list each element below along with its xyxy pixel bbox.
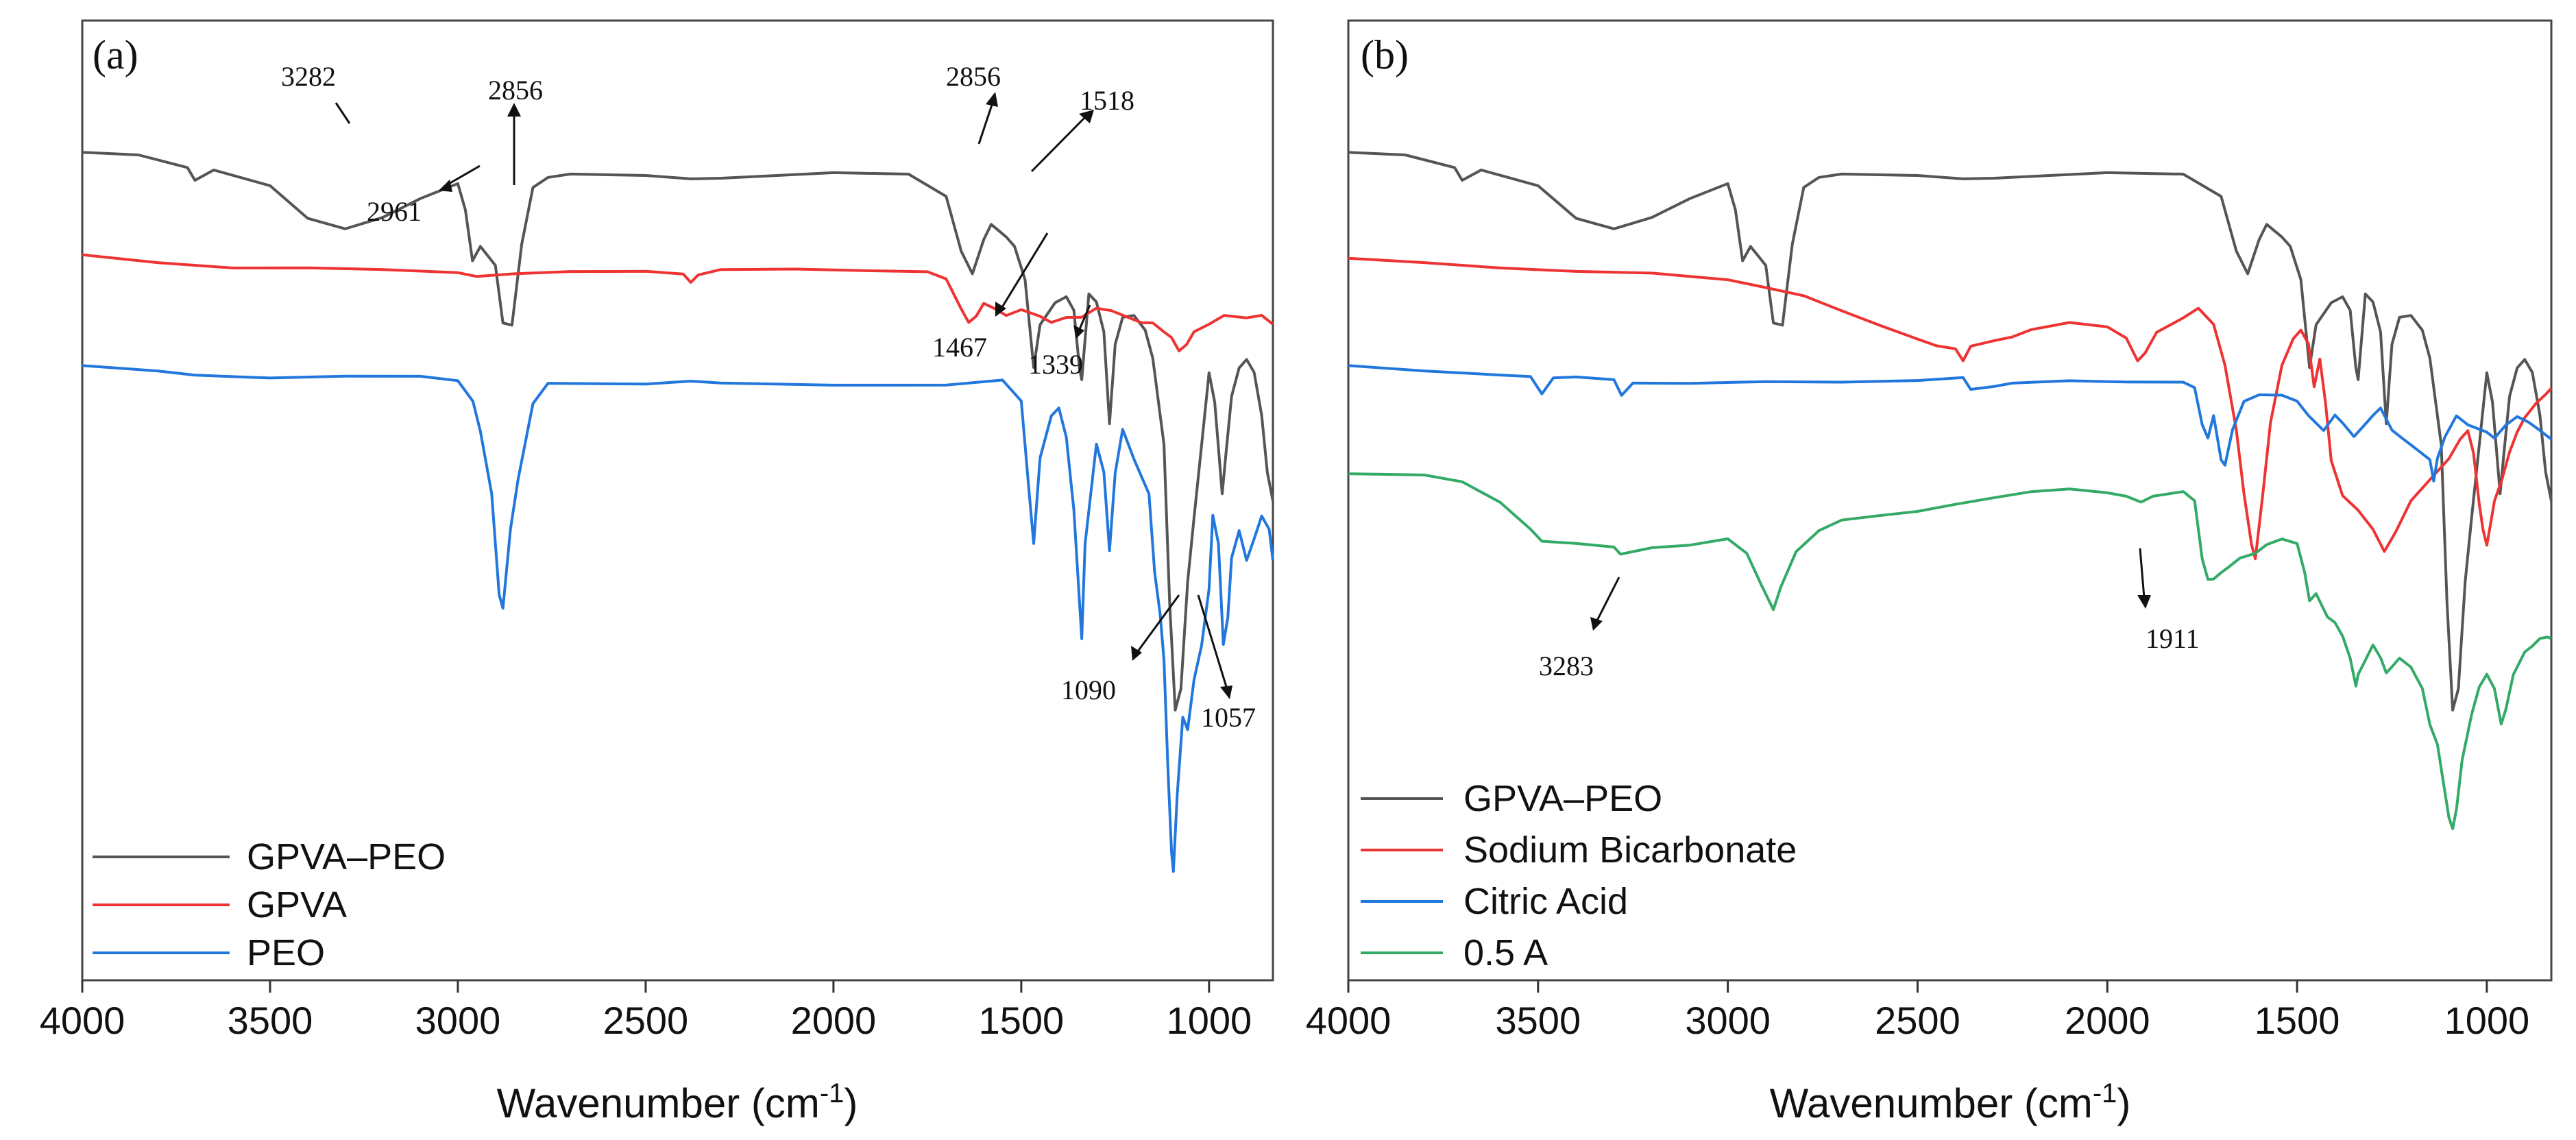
annotation-2856-right: 2856	[946, 61, 1001, 145]
annotation-2856-left: 2856	[488, 75, 543, 185]
annotation-label: 1518	[1080, 85, 1134, 116]
annotation-2961: 2961	[367, 165, 481, 227]
legend-label: GPVA–PEO	[247, 836, 446, 877]
annotation-arrow	[335, 102, 351, 124]
x-tick-label: 3500	[1496, 999, 1581, 1042]
panel-label-b: (b)	[1361, 32, 1409, 77]
x-tick-label: 3500	[228, 999, 313, 1042]
annotation-1057: 1057	[1197, 594, 1256, 733]
annotation-arrow	[977, 102, 994, 145]
x-tick-label: 2000	[2065, 999, 2150, 1042]
x-tick-label: 4000	[40, 999, 125, 1042]
legend-entry: Citric Acid	[1361, 881, 1628, 922]
arrowhead	[1131, 646, 1142, 661]
series-line-sodium-bicarbonate	[1348, 256, 2553, 561]
series-line-gpva-peo	[1348, 151, 2553, 712]
arrowhead	[439, 180, 452, 192]
series-group-b	[1348, 151, 2553, 830]
legend-a: GPVA–PEO GPVA PEO	[93, 836, 446, 973]
legend-entry: GPVA–PEO	[93, 836, 446, 877]
annotation-label: 1911	[2146, 623, 2200, 654]
x-tick-label: 1500	[2255, 999, 2340, 1042]
annotation-1911: 1911	[2137, 548, 2200, 654]
panel-a: (a) 4000 3500 3000 2500 2000 1500 1000 3282 28…	[40, 19, 1274, 1126]
x-tick-label: 3000	[1685, 999, 1771, 1042]
annotation-3283: 3283	[1539, 577, 1620, 681]
x-axis-ticks-b: 4000 3500 3000 2500 2000 1500 1000	[1306, 980, 2529, 1042]
panel-label-a: (a)	[93, 32, 138, 77]
legend-label: 0.5 A	[1463, 932, 1548, 973]
annotation-label: 3283	[1539, 651, 1594, 681]
annotation-arrow	[1596, 577, 1620, 621]
series-line-peo	[82, 364, 1274, 873]
legend-label: GPVA–PEO	[1463, 778, 1662, 819]
annotation-label: 2961	[367, 196, 422, 227]
panel-b: (b) 4000 3500 3000 2500 2000 1500 1000 3283 19…	[1306, 19, 2553, 1126]
legend-entry: GPVA–PEO	[1361, 778, 1662, 819]
annotation-label: 1339	[1028, 349, 1083, 380]
arrowhead	[1220, 686, 1232, 699]
arrowhead	[986, 92, 998, 107]
annotation-3282: 3282	[281, 61, 351, 124]
arrowhead	[995, 302, 1006, 317]
series-line-gpva	[82, 253, 1274, 352]
arrowhead	[507, 103, 521, 117]
x-tick-label: 1000	[1167, 999, 1252, 1042]
x-tick-label: 1500	[979, 999, 1065, 1042]
annotation-arrow	[1030, 117, 1086, 173]
arrowhead	[2137, 595, 2151, 609]
annotation-arrow	[2139, 548, 2146, 598]
x-tick-label: 2000	[791, 999, 877, 1042]
annotation-label: 2856	[946, 61, 1001, 92]
legend-entry: Sodium Bicarbonate	[1361, 829, 1797, 871]
x-tick-label: 3000	[415, 999, 501, 1042]
x-tick-label: 4000	[1306, 999, 1392, 1042]
x-axis-title-b: Wavenumber (cm-1)	[1770, 1078, 2131, 1126]
legend-label: GPVA	[247, 884, 347, 925]
x-tick-label: 2500	[1875, 999, 1960, 1042]
annotation-1518: 1518	[1030, 85, 1134, 173]
annotation-label: 3282	[281, 61, 336, 92]
legend-entry: PEO	[93, 932, 325, 973]
series-line-0-5-a	[1348, 472, 2552, 830]
x-axis-title-a: Wavenumber (cm-1)	[497, 1078, 858, 1126]
legend-label: Citric Acid	[1463, 881, 1628, 922]
x-tick-label: 1000	[2444, 999, 2530, 1042]
series-line-citric-acid	[1348, 364, 2553, 483]
series-line-gpva-peo	[82, 151, 1274, 712]
series-group-a	[82, 151, 1274, 873]
legend-label: PEO	[247, 932, 325, 973]
annotation-arrow	[1197, 594, 1228, 690]
legend-b: GPVA–PEO Sodium Bicarbonate Citric Acid …	[1361, 778, 1797, 973]
annotation-label: 1467	[932, 332, 987, 363]
annotation-label: 1057	[1201, 702, 1256, 733]
x-tick-label: 2500	[603, 999, 689, 1042]
arrowhead	[1590, 617, 1603, 631]
annotation-arrow	[1078, 304, 1091, 330]
legend-label: Sodium Bicarbonate	[1463, 829, 1797, 871]
annotation-label: 2856	[488, 75, 543, 106]
x-axis-ticks-a: 4000 3500 3000 2500 2000 1500 1000	[40, 980, 1252, 1042]
annotation-arrow	[1137, 594, 1180, 652]
arrowhead	[1073, 325, 1084, 339]
annotation-label: 1090	[1061, 675, 1116, 705]
legend-entry: GPVA	[93, 884, 347, 925]
annotation-1090: 1090	[1061, 594, 1180, 705]
legend-entry: 0.5 A	[1361, 932, 1548, 973]
annotation-1339: 1339	[1028, 304, 1091, 380]
arrowhead	[1079, 110, 1094, 123]
annotation-arrow	[1001, 232, 1049, 308]
annotation-1467: 1467	[932, 232, 1049, 363]
